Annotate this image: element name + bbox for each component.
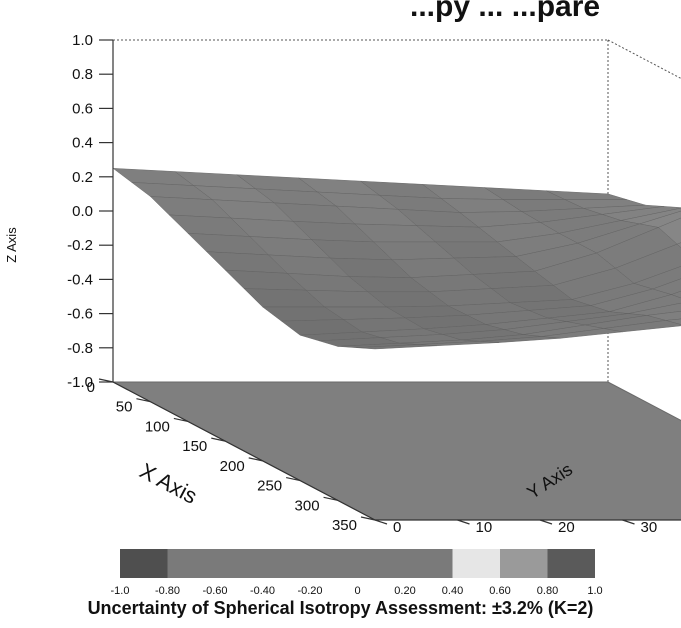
z-tick-label: 0.6 [72, 100, 93, 117]
z-axis: 1.0 0.8 0.6 0.4 0.2 0.0 -0.2 -0.4 -0.6 -0.8 -1.0 [67, 32, 114, 391]
y-tick-mark [374, 519, 388, 525]
colorbar [120, 549, 595, 578]
x-tick-mark [173, 417, 188, 423]
colorbar-caption: Uncertainty of Spherical Isotropy Assess… [87, 598, 594, 618]
colorbar-tick-label: -0.40 [250, 585, 275, 597]
z-tick-label: -0.8 [67, 340, 93, 357]
x-tick-mark [136, 398, 151, 403]
colorbar-tick-label: -1.0 [111, 585, 130, 597]
z-tick-label: 0.0 [72, 203, 93, 220]
z-tick-label: 0.8 [72, 66, 93, 83]
colorbar-tick-label: 1.0 [587, 585, 602, 597]
x-tick-mark [360, 516, 376, 521]
y-tick-mark [622, 519, 635, 525]
x-tick-mark [323, 496, 338, 501]
surface-facet [670, 290, 681, 299]
box-edge [607, 39, 681, 80]
x-axis-label: X Axis [136, 458, 202, 509]
colorbar-tick-label: 0.20 [394, 585, 415, 597]
y-tick-mark [539, 519, 553, 525]
surface-chart: 1.0 0.8 0.6 0.4 0.2 0.0 -0.2 -0.4 -0.6 -0.8 -1.0 0… [4, 32, 681, 597]
x-tick-label: 0 [87, 379, 95, 396]
x-tick-label: 100 [145, 418, 170, 435]
colorbar-tick-label: -0.60 [202, 585, 227, 597]
colorbar-band [452, 549, 500, 578]
colorbar-tick-label: -0.80 [155, 585, 180, 597]
surface-facet [676, 242, 681, 248]
colorbar-tick-label: 0.40 [442, 585, 463, 597]
x-tick-label: 250 [257, 478, 282, 495]
y-tick-label: 30 [641, 519, 658, 536]
z-tick-label: -0.4 [67, 271, 93, 288]
y-tick-label: 20 [558, 519, 575, 536]
z-tick-label: -0.6 [67, 306, 93, 323]
y-tick-label: 10 [476, 519, 493, 536]
colorbar-tick-label: 0.80 [537, 585, 558, 597]
z-tick-label: 0.4 [72, 135, 93, 152]
x-tick-label: 350 [332, 517, 357, 534]
colorbar-tick-label: -0.20 [297, 585, 322, 597]
colorbar-tick-labels: -1.0 -0.80 -0.60 -0.40 -0.20 0 0.20 0.40 0.60 0.8… [111, 585, 603, 597]
chart-title-fragment: ...py ... ...pare [410, 0, 601, 23]
x-axis: 0 50 100 150 200 250 300 350 [87, 378, 376, 534]
colorbar-band [500, 549, 548, 578]
z-tick-label: -0.2 [67, 237, 93, 254]
z-axis-label: Z Axis [4, 227, 19, 263]
x-tick-mark [98, 378, 114, 383]
colorbar-tick-label: 0.60 [489, 585, 510, 597]
y-axis: 0102030405060 [374, 519, 681, 536]
z-tick-label: 0.2 [72, 169, 93, 186]
x-tick-mark [286, 476, 301, 482]
x-tick-mark [248, 457, 263, 462]
y-tick-mark [457, 519, 470, 525]
colorbar-band [120, 549, 168, 578]
x-tick-label: 50 [116, 399, 133, 416]
z-tick-label: 1.0 [72, 32, 93, 49]
surface-facet [356, 344, 437, 350]
x-tick-label: 300 [295, 497, 320, 514]
colorbar-band [167, 549, 453, 578]
surface-mesh [112, 168, 681, 350]
x-tick-label: 200 [220, 458, 245, 475]
surface-facet [112, 168, 195, 186]
colorbar-tick-label: 0 [354, 585, 360, 597]
z-tick-label: -1.0 [67, 374, 93, 391]
y-tick-label: 0 [393, 519, 401, 536]
x-axis-line [112, 381, 376, 521]
x-tick-label: 150 [182, 438, 207, 455]
x-tick-mark [211, 437, 226, 442]
colorbar-band [547, 549, 595, 578]
